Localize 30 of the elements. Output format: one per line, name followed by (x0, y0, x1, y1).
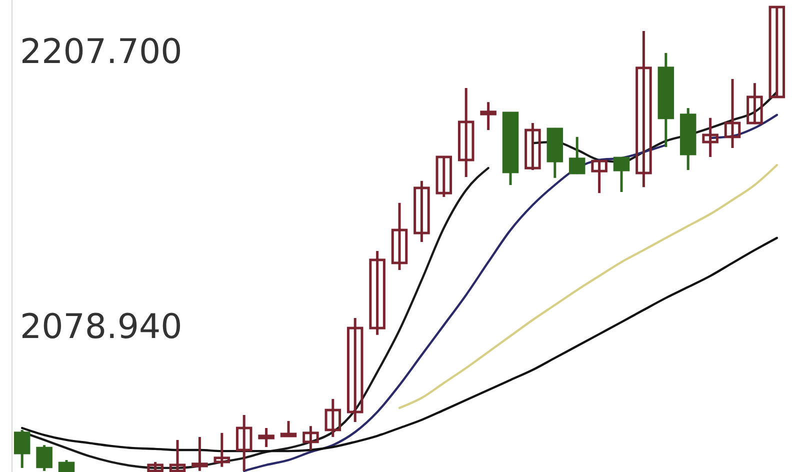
candlestick (391, 202, 408, 272)
candlestick (458, 86, 474, 178)
candlestick (14, 428, 30, 470)
candlestick (702, 116, 718, 158)
candlestick (58, 458, 75, 472)
y-tick-label: 2207.700 (20, 32, 182, 72)
candlestick (214, 432, 230, 468)
candlestick (258, 426, 274, 448)
candlestick (414, 180, 430, 244)
candlestick (524, 122, 541, 172)
candlestick (768, 6, 786, 98)
line-series (398, 164, 778, 410)
candlestick (324, 398, 342, 438)
candlestick (724, 78, 741, 150)
candlestick (36, 444, 52, 472)
candlestick (236, 414, 252, 472)
candlestick (636, 30, 652, 188)
candlestick (369, 250, 386, 336)
candlestick (613, 156, 630, 194)
candlestick (280, 420, 297, 438)
candlestick (746, 82, 763, 126)
candlestick (302, 424, 319, 452)
candlestick (436, 156, 452, 198)
candlestick (192, 436, 208, 472)
candlestick (568, 136, 586, 176)
candlestick (480, 100, 496, 132)
candlestick (346, 316, 364, 424)
candlestick (169, 438, 186, 472)
candlestick (591, 158, 608, 194)
y-tick-label: 2078.940 (20, 306, 182, 347)
